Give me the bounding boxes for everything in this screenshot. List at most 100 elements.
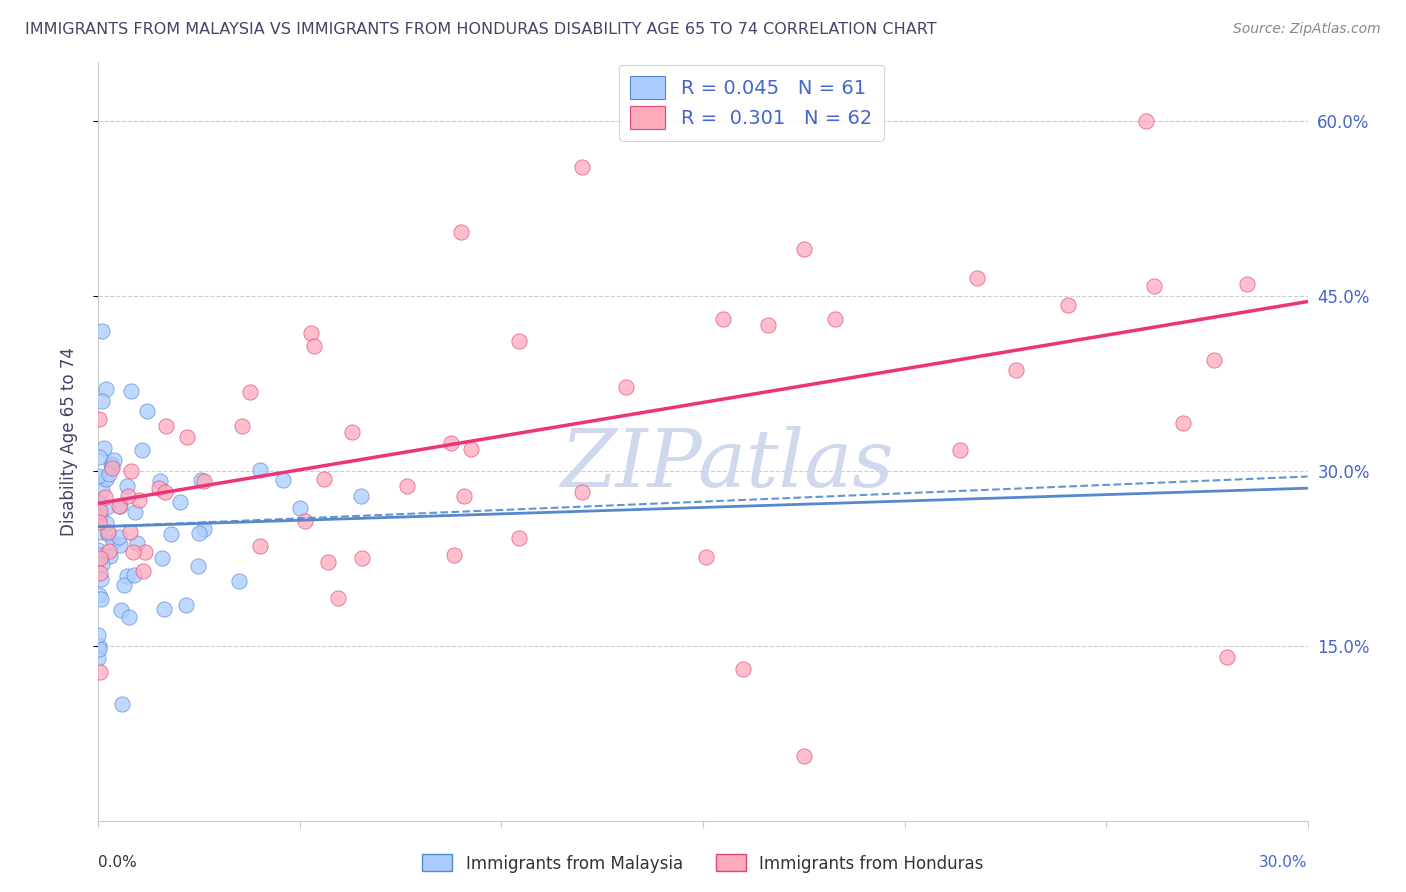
Point: [460, 442, 482, 456]
Point: [89, 525, 111, 540]
Point: [326, 591, 349, 605]
Text: ZIPatlas: ZIPatlas: [561, 425, 894, 503]
Point: [107, 499, 129, 513]
Point: [101, 461, 124, 475]
Point: [124, 505, 146, 519]
Point: [695, 549, 717, 564]
Point: [90, 592, 112, 607]
Point: [571, 161, 593, 175]
Point: [108, 538, 131, 552]
Point: [150, 551, 173, 566]
Point: [117, 489, 139, 503]
Point: [135, 404, 157, 418]
Point: [87, 508, 110, 522]
Point: [508, 334, 530, 348]
Point: [90, 572, 112, 586]
Point: [87, 651, 110, 665]
Point: [155, 419, 177, 434]
Point: [174, 599, 197, 613]
Point: [756, 318, 779, 333]
Point: [733, 662, 755, 676]
Point: [966, 271, 988, 285]
Text: IMMIGRANTS FROM MALAYSIA VS IMMIGRANTS FROM HONDURAS DISABILITY AGE 65 TO 74 COR: IMMIGRANTS FROM MALAYSIA VS IMMIGRANTS F…: [25, 22, 936, 37]
Text: 30.0%: 30.0%: [1260, 855, 1308, 870]
Point: [193, 522, 215, 536]
Point: [340, 425, 363, 439]
Point: [711, 312, 734, 326]
Point: [1171, 417, 1194, 431]
Point: [87, 639, 110, 653]
Point: [108, 499, 131, 513]
Point: [1236, 277, 1258, 291]
Point: [443, 548, 465, 562]
Point: [350, 550, 373, 565]
Point: [793, 242, 815, 256]
Point: [91, 393, 114, 408]
Point: [115, 479, 138, 493]
Legend: R = 0.045   N = 61, R =  0.301   N = 62: R = 0.045 N = 61, R = 0.301 N = 62: [619, 64, 884, 141]
Point: [249, 463, 271, 477]
Point: [107, 531, 129, 545]
Point: [110, 603, 132, 617]
Point: [128, 492, 150, 507]
Point: [152, 602, 174, 616]
Point: [160, 527, 183, 541]
Point: [302, 339, 325, 353]
Point: [118, 609, 141, 624]
Point: [188, 525, 211, 540]
Text: Source: ZipAtlas.com: Source: ZipAtlas.com: [1233, 22, 1381, 37]
Point: [97, 543, 120, 558]
Point: [1057, 298, 1080, 312]
Point: [440, 436, 463, 450]
Point: [1005, 363, 1028, 377]
Point: [91, 558, 114, 572]
Point: [96, 516, 118, 531]
Point: [89, 566, 111, 581]
Point: [101, 458, 124, 473]
Point: [187, 559, 209, 574]
Point: [111, 697, 134, 711]
Point: [120, 464, 142, 478]
Point: [97, 527, 120, 541]
Point: [93, 441, 115, 455]
Point: [1143, 278, 1166, 293]
Y-axis label: Disability Age 65 to 74: Disability Age 65 to 74: [59, 347, 77, 536]
Point: [132, 564, 155, 578]
Point: [395, 479, 418, 493]
Point: [190, 473, 212, 487]
Point: [571, 485, 593, 500]
Point: [149, 474, 172, 488]
Point: [508, 531, 530, 545]
Point: [450, 225, 472, 239]
Point: [134, 545, 156, 559]
Point: [312, 472, 335, 486]
Point: [349, 490, 371, 504]
Point: [1202, 352, 1225, 367]
Point: [120, 384, 142, 399]
Point: [101, 535, 124, 549]
Point: [299, 326, 322, 341]
Point: [824, 311, 846, 326]
Point: [89, 550, 111, 565]
Point: [87, 515, 110, 529]
Point: [118, 524, 141, 539]
Point: [949, 443, 972, 458]
Point: [453, 489, 475, 503]
Point: [89, 504, 111, 518]
Point: [103, 453, 125, 467]
Point: [87, 411, 110, 425]
Point: [112, 578, 135, 592]
Point: [96, 382, 118, 396]
Point: [89, 642, 111, 657]
Point: [87, 542, 110, 557]
Point: [115, 569, 138, 583]
Point: [98, 467, 121, 481]
Point: [87, 495, 110, 509]
Point: [89, 665, 111, 679]
Point: [87, 628, 110, 642]
Point: [89, 510, 111, 524]
Point: [121, 545, 143, 559]
Point: [294, 515, 316, 529]
Point: [614, 380, 637, 394]
Point: [249, 539, 271, 553]
